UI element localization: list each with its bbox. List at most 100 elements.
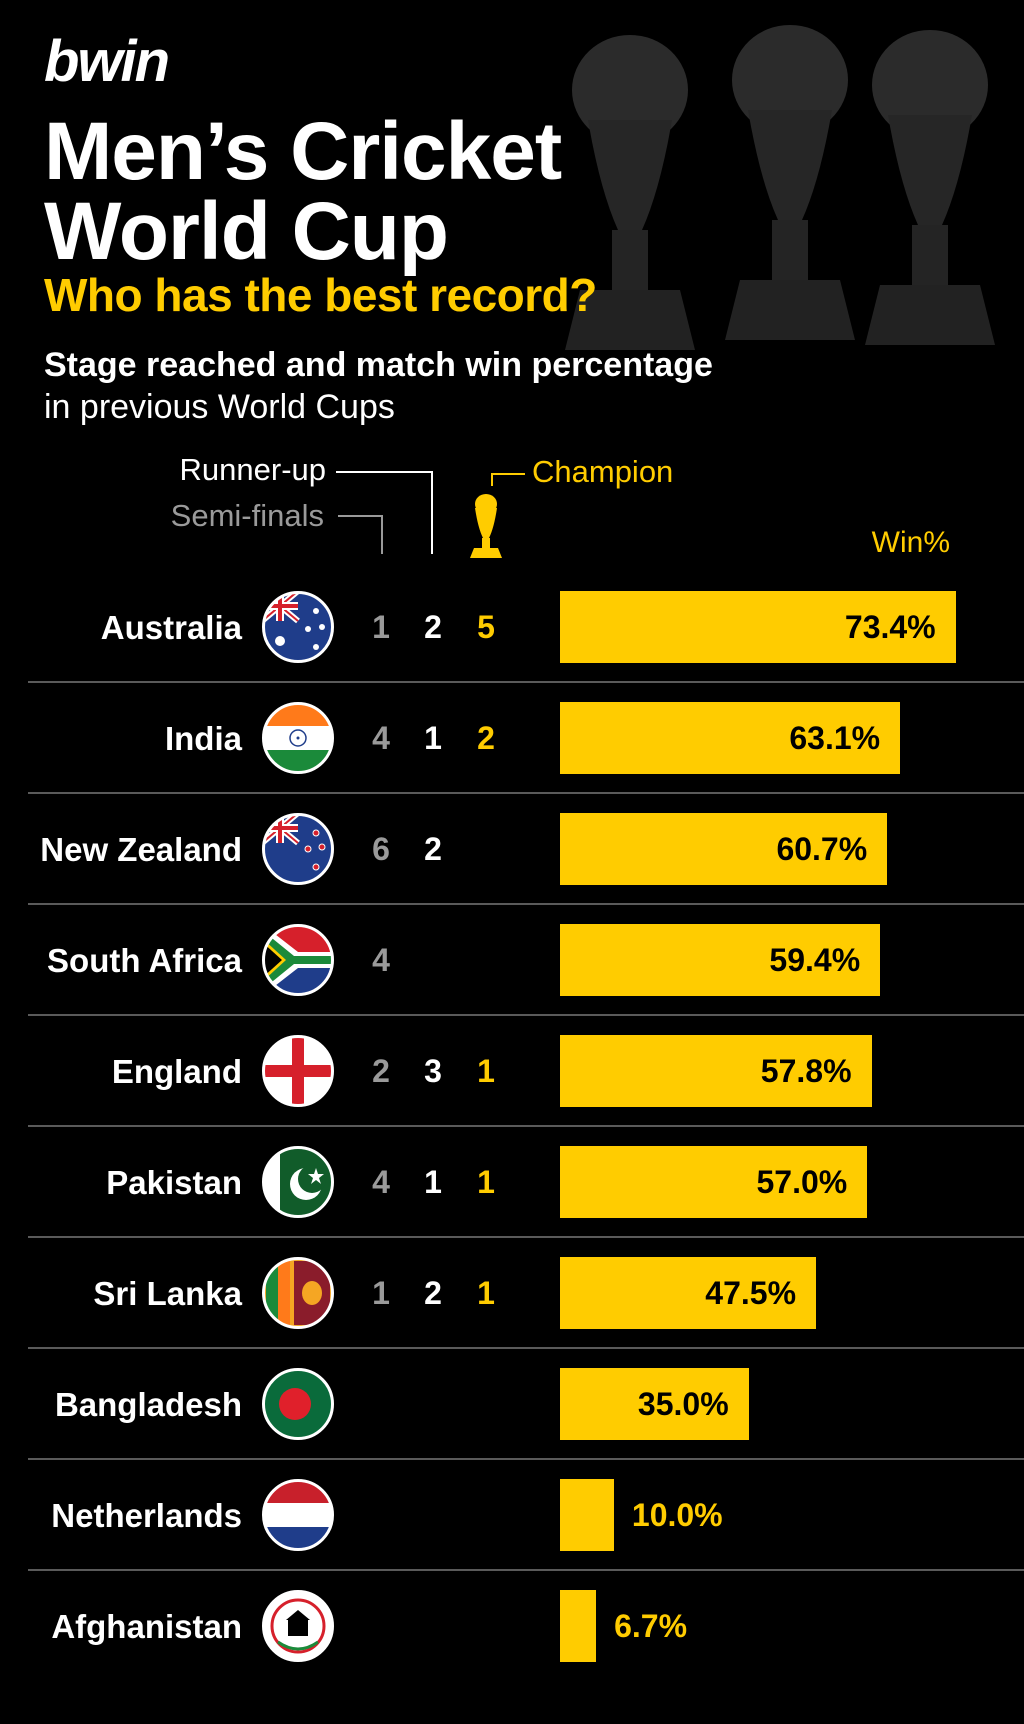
england-flag-icon (262, 1035, 334, 1107)
runner-up-count (413, 1571, 453, 1682)
row-divider (28, 1569, 1024, 1571)
row-divider (28, 1236, 1024, 1238)
description-line-1: Stage reached and match win percentage (44, 346, 713, 384)
champion-count (466, 905, 506, 1016)
champion-count (466, 1571, 506, 1682)
table-row: Australia 1 2 5 73.4% (0, 572, 1024, 683)
country-name: New Zealand (40, 831, 242, 868)
runner-up-count: 2 (424, 1275, 442, 1311)
netherlands-flag-icon (262, 1479, 334, 1551)
table-row: Netherlands 10.0% (0, 1460, 1024, 1571)
runner-up-count: 1 (424, 720, 442, 756)
win-percent-bar (560, 1146, 868, 1218)
champion-count: 2 (477, 720, 495, 756)
semi-finals-count: 4 (372, 942, 390, 978)
country-name: Netherlands (51, 1497, 242, 1534)
semi-finals-count: 2 (372, 1053, 390, 1089)
title-line-1: Men’s Cricket (44, 106, 562, 197)
runner-up-count (413, 1460, 453, 1571)
page-title: Men’s Cricket World Cup (44, 106, 562, 277)
description-line-2: in previous World Cups (44, 388, 395, 426)
champion-count: 1 (477, 1275, 495, 1311)
row-divider (28, 903, 1024, 905)
semi-finals-count: 4 (372, 1164, 390, 1200)
afghanistan-flag-icon (262, 1590, 334, 1662)
row-divider (28, 792, 1024, 794)
win-percent-label: 63.1% (789, 720, 881, 756)
win-percent-label: 60.7% (776, 831, 868, 867)
semi-finals-count (361, 1571, 401, 1682)
country-name: India (164, 720, 242, 757)
win-percent-label: 10.0% (631, 1497, 723, 1533)
row-divider (28, 1125, 1024, 1127)
legend-semi-finals: Semi-finals (170, 498, 324, 533)
win-percent-label: 35.0% (637, 1386, 729, 1422)
table-row: Sri Lanka 1 2 1 47.5% (0, 1238, 1024, 1349)
legend-champion: Champion (532, 454, 674, 489)
country-name: Australia (100, 609, 242, 646)
runner-up-count (413, 905, 453, 1016)
country-name: Bangladesh (54, 1386, 242, 1423)
legend-runner-up: Runner-up (179, 452, 326, 487)
country-name: South Africa (47, 942, 242, 979)
runner-up-count: 1 (424, 1164, 442, 1200)
win-percent-bar (560, 813, 888, 885)
semi-finals-count: 1 (372, 1275, 390, 1311)
champion-count (466, 794, 506, 905)
title-line-2: World Cup (44, 186, 449, 277)
table-row: South Africa 4 59.4% (0, 905, 1024, 1016)
row-divider (28, 1347, 1024, 1349)
runner-up-count (413, 1349, 453, 1460)
champion-count: 1 (477, 1053, 495, 1089)
table-row: Pakistan 4 1 1 57.0% (0, 1127, 1024, 1238)
india-flag-icon (262, 702, 334, 774)
country-name: Afghanistan (51, 1608, 242, 1645)
sri-lanka-flag-icon (262, 1257, 334, 1329)
bangladesh-flag-icon (262, 1368, 334, 1440)
semi-finals-count: 1 (372, 609, 390, 645)
row-divider (28, 1458, 1024, 1460)
champion-count (466, 1460, 506, 1571)
south-africa-flag-icon (262, 924, 334, 996)
win-percent-bar (560, 924, 881, 996)
legend-connectors (336, 471, 525, 558)
win-percent-bar (560, 1368, 749, 1440)
semi-finals-count (361, 1460, 401, 1571)
win-percent-label: 6.7% (614, 1608, 688, 1644)
win-percent-bar (560, 591, 956, 663)
pakistan-flag-icon (262, 1146, 334, 1218)
legend-win-percent: Win% (871, 526, 950, 559)
champion-count (466, 1349, 506, 1460)
champion-count: 5 (477, 609, 495, 645)
table-row: England 2 3 1 57.8% (0, 1016, 1024, 1127)
table-row: Bangladesh 35.0% (0, 1349, 1024, 1460)
win-percent-bar (560, 1590, 597, 1662)
win-percent-label: 59.4% (769, 942, 861, 978)
champion-trophy-icon (470, 494, 502, 558)
row-divider (28, 681, 1024, 683)
bwin-logo: bwin (44, 29, 170, 94)
win-percent-bar (560, 1035, 872, 1107)
new-zealand-flag-icon (262, 813, 334, 885)
country-name: Sri Lanka (93, 1275, 242, 1312)
semi-finals-count: 6 (372, 831, 390, 867)
runner-up-count: 3 (424, 1053, 442, 1089)
runner-up-count: 2 (424, 831, 442, 867)
table-row: Afghanistan 6.7% (0, 1571, 1024, 1682)
champion-count: 1 (477, 1164, 495, 1200)
table-row: New Zealand 6 2 60.7% (0, 794, 1024, 905)
win-percent-label: 57.8% (760, 1053, 852, 1089)
australia-flag-icon (262, 591, 334, 663)
win-percent-bar (560, 1257, 817, 1329)
semi-finals-count (361, 1349, 401, 1460)
win-percent-label: 57.0% (756, 1164, 848, 1200)
results-table: Australia 1 2 5 73.4% India 4 1 2 63.1% New Zealan… (0, 572, 1024, 1682)
win-percent-bar (560, 702, 901, 774)
country-name: Pakistan (106, 1164, 242, 1201)
win-percent-bar (560, 1479, 614, 1551)
win-percent-label: 47.5% (705, 1275, 797, 1311)
semi-finals-count: 4 (372, 720, 390, 756)
win-percent-label: 73.4% (844, 609, 936, 645)
table-row: India 4 1 2 63.1% (0, 683, 1024, 794)
trophy-silhouettes-icon (565, 25, 995, 350)
